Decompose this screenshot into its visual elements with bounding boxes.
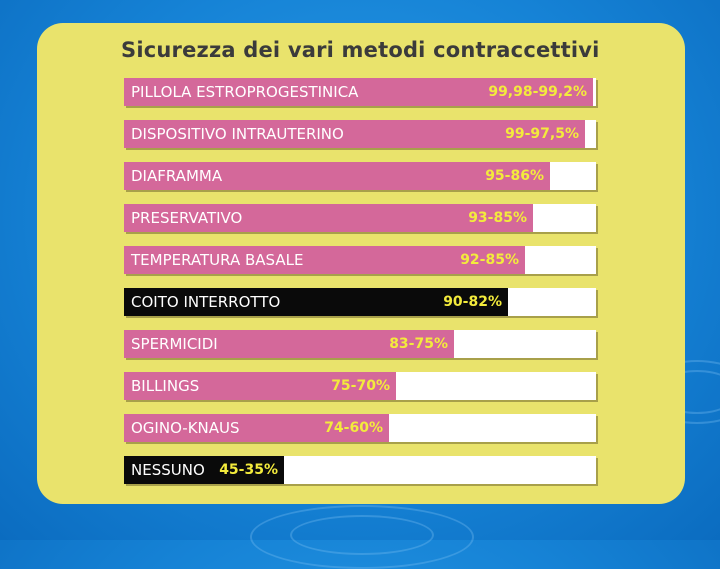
bar-value-label: 75-70%: [331, 378, 390, 394]
bar-label: COITO INTERROTTO: [131, 293, 281, 311]
bar-label: DISPOSITIVO INTRAUTERINO: [131, 125, 344, 143]
bar-row: SPERMICIDI 83-75%: [124, 330, 596, 358]
bar-value-label: 90-82%: [443, 294, 502, 310]
bar-label: BILLINGS: [131, 377, 200, 395]
bar-value-label: 99,98-99,2%: [488, 84, 587, 100]
bar-value-label: 83-75%: [389, 336, 448, 352]
bar-value-label: 74-60%: [324, 420, 383, 436]
bar-row: OGINO-KNAUS 74-60%: [124, 414, 596, 442]
bar-label: DIAFRAMMA: [131, 167, 223, 185]
bar-row: COITO INTERROTTO 90-82%: [124, 288, 596, 316]
bar-label: PRESERVATIVO: [131, 209, 243, 227]
bar: [124, 288, 508, 316]
bar: [124, 204, 533, 232]
background-ripple: [290, 515, 434, 555]
bar-label: OGINO-KNAUS: [131, 419, 240, 437]
bar-label: NESSUNO: [131, 461, 205, 479]
bar: [124, 246, 525, 274]
bar: [124, 414, 389, 442]
bar-row: DIAFRAMMA 95-86%: [124, 162, 596, 190]
bar-row: DISPOSITIVO INTRAUTERINO 99-97,5%: [124, 120, 596, 148]
bar: [124, 330, 454, 358]
bar: [124, 120, 585, 148]
bar-value-label: 95-86%: [485, 168, 544, 184]
bar-label: TEMPERATURA BASALE: [131, 251, 304, 269]
bar-label: SPERMICIDI: [131, 335, 218, 353]
bar-row: PILLOLA ESTROPROGESTINICA 99,98-99,2%: [124, 78, 596, 106]
bar-row: PRESERVATIVO 93-85%: [124, 204, 596, 232]
bar-value-label: 92-85%: [460, 252, 519, 268]
bar: [124, 372, 396, 400]
bar: [124, 78, 593, 106]
bar: [124, 456, 284, 484]
bar-row: NESSUNO 45-35%: [124, 456, 596, 484]
bar-row: BILLINGS 75-70%: [124, 372, 596, 400]
chart-title: Sicurezza dei vari metodi contraccettivi: [121, 38, 600, 62]
bar: [124, 162, 550, 190]
bar-value-label: 99-97,5%: [505, 126, 579, 142]
bar-value-label: 45-35%: [219, 462, 278, 478]
bar-value-label: 93-85%: [468, 210, 527, 226]
bar-label: PILLOLA ESTROPROGESTINICA: [131, 83, 359, 101]
bar-row: TEMPERATURA BASALE 92-85%: [124, 246, 596, 274]
